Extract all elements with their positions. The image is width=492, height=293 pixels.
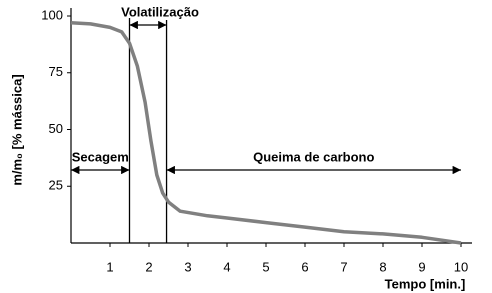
x-tick-label: 9 [418, 259, 425, 274]
annotation: Volatilização [121, 4, 199, 19]
x-tick-label: 7 [340, 259, 347, 274]
annotation: Queima de carbono [253, 149, 374, 164]
y-tick-label: 100 [41, 7, 63, 22]
x-tick-label: 10 [454, 259, 468, 274]
y-tick-label: 25 [49, 178, 63, 193]
x-tick-label: 2 [145, 259, 152, 274]
data-line [70, 21, 462, 245]
y-tick-label: 75 [49, 64, 63, 79]
y-axis-label: m/m₀ [% mássica] [9, 74, 24, 185]
x-tick-label: 5 [262, 259, 269, 274]
x-tick-label: 6 [301, 259, 308, 274]
x-tick-label: 8 [379, 259, 386, 274]
annotation: Secagem [72, 149, 129, 164]
y-tick-label: 50 [49, 121, 63, 136]
x-axis-label: Tempo [min.] [385, 276, 466, 291]
x-tick-label: 4 [223, 259, 230, 274]
x-tick-label: 1 [106, 259, 113, 274]
x-tick-label: 3 [184, 259, 191, 274]
